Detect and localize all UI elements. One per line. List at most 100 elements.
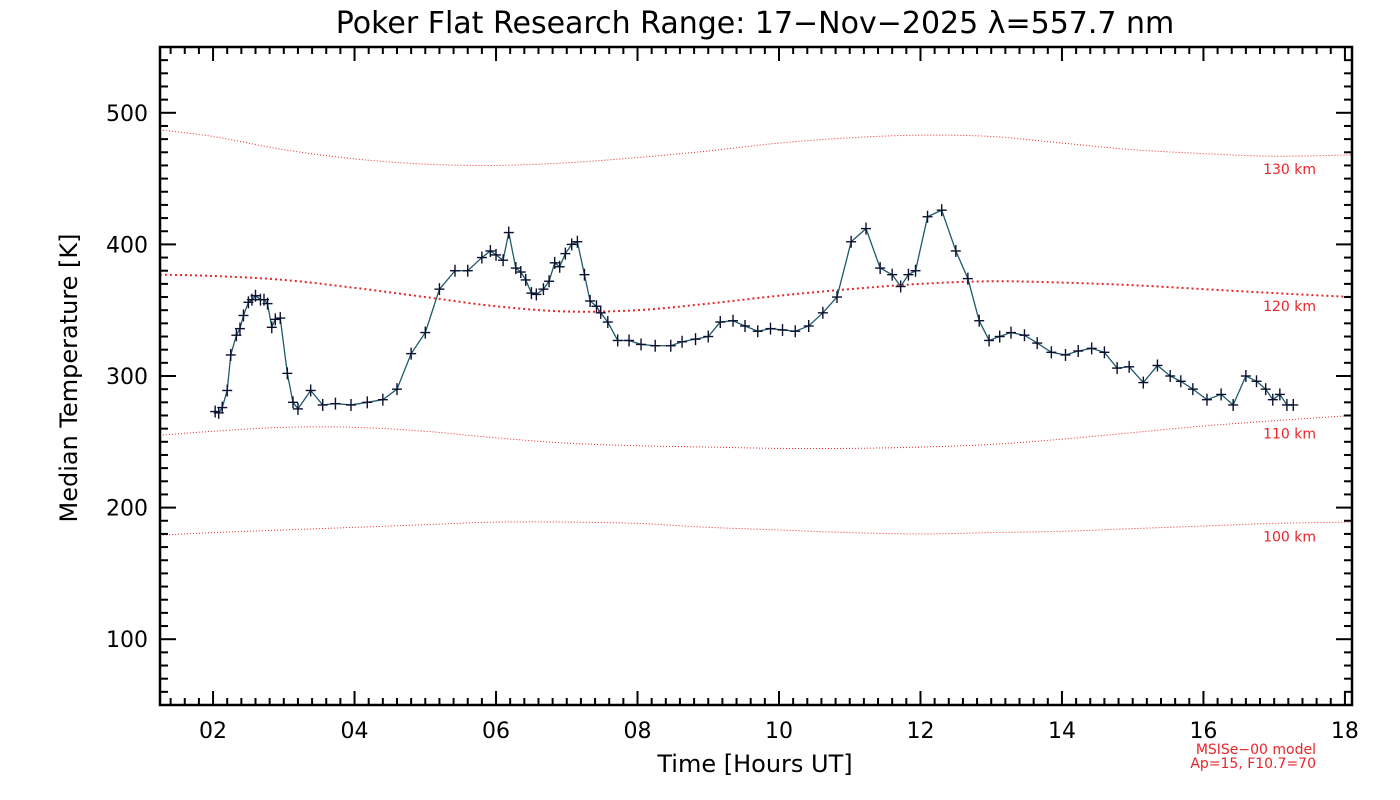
model-curve-label: 110 km bbox=[1263, 427, 1316, 443]
data-point bbox=[282, 367, 293, 380]
x-tick-label: 18 bbox=[1331, 719, 1359, 744]
model-curve-120km bbox=[159, 273, 1353, 313]
data-point bbox=[690, 333, 701, 346]
data-point bbox=[406, 347, 417, 360]
x-tick-label: 04 bbox=[341, 719, 369, 744]
data-point bbox=[636, 338, 647, 351]
data-point bbox=[270, 313, 281, 326]
data-point bbox=[231, 329, 242, 342]
data-point bbox=[962, 272, 973, 285]
model-params-note: Ap=15, F10.7=70 bbox=[1190, 756, 1316, 772]
data-point bbox=[910, 264, 921, 277]
data-point bbox=[1240, 370, 1251, 382]
data-point bbox=[238, 309, 249, 322]
data-point bbox=[225, 348, 236, 361]
data-point bbox=[515, 266, 526, 279]
data-point bbox=[1086, 342, 1097, 355]
data-point bbox=[491, 248, 502, 261]
data-series bbox=[210, 204, 1299, 419]
data-point bbox=[579, 268, 590, 281]
x-tick-label: 08 bbox=[624, 719, 652, 744]
data-point bbox=[1124, 360, 1135, 373]
y-tick-label: 500 bbox=[106, 102, 148, 127]
data-point bbox=[1112, 362, 1123, 375]
model-curves: 130 km 120 km 110 km 100 km bbox=[159, 129, 1353, 545]
model-curve-label: 130 km bbox=[1263, 162, 1316, 178]
axes: 02 04 06 08 10 12 14 16 18 100 200 300 400 500 bbox=[106, 45, 1359, 744]
data-point bbox=[1046, 346, 1057, 359]
data-point bbox=[790, 325, 801, 338]
model-curve-130km bbox=[159, 129, 1353, 166]
data-point bbox=[275, 312, 286, 325]
model-curve-100km bbox=[159, 521, 1353, 536]
y-axis-label: Median Temperature [K] bbox=[55, 233, 83, 522]
data-point bbox=[903, 268, 914, 281]
data-point bbox=[665, 339, 676, 352]
data-point bbox=[936, 204, 947, 217]
data-point bbox=[1267, 393, 1278, 406]
data-point bbox=[861, 222, 872, 235]
data-point bbox=[895, 280, 906, 293]
model-curve-110km bbox=[159, 414, 1353, 450]
series-line bbox=[214, 209, 1294, 414]
data-point bbox=[922, 210, 933, 223]
data-point bbox=[650, 339, 661, 352]
data-point bbox=[217, 401, 228, 414]
data-point bbox=[1175, 375, 1186, 388]
data-point bbox=[777, 323, 788, 336]
data-point bbox=[1288, 398, 1299, 411]
data-point bbox=[531, 288, 542, 301]
data-point bbox=[831, 291, 842, 304]
data-point bbox=[317, 398, 328, 411]
data-point bbox=[703, 330, 714, 343]
data-point bbox=[420, 326, 431, 339]
x-tick-label: 10 bbox=[765, 719, 793, 744]
x-axis-label: Time [Hours UT] bbox=[656, 750, 852, 778]
data-point bbox=[434, 283, 445, 296]
data-point bbox=[1138, 376, 1149, 389]
data-point bbox=[266, 321, 277, 334]
y-tick-label: 400 bbox=[106, 233, 148, 258]
data-point bbox=[520, 273, 531, 286]
model-curve-label: 100 km bbox=[1263, 529, 1316, 545]
data-point bbox=[292, 402, 303, 415]
data-point bbox=[817, 306, 828, 319]
data-point bbox=[1073, 344, 1084, 357]
data-point bbox=[752, 325, 763, 338]
data-point bbox=[715, 316, 726, 329]
data-point bbox=[765, 322, 776, 335]
data-point bbox=[591, 300, 602, 313]
x-tick-label: 06 bbox=[482, 719, 510, 744]
data-point bbox=[503, 226, 514, 239]
data-point bbox=[602, 316, 613, 329]
data-point bbox=[498, 254, 509, 267]
y-tick-label: 300 bbox=[106, 365, 148, 390]
data-point bbox=[1228, 398, 1239, 411]
data-point bbox=[1099, 346, 1110, 359]
data-point bbox=[330, 397, 341, 410]
data-point bbox=[485, 244, 496, 257]
model-note: MSISe−00 model bbox=[1196, 742, 1316, 758]
data-point bbox=[740, 319, 751, 332]
data-point bbox=[346, 398, 357, 411]
data-point bbox=[449, 264, 460, 277]
data-point bbox=[1274, 388, 1285, 401]
data-point bbox=[462, 264, 473, 277]
data-point bbox=[1032, 337, 1043, 350]
data-point bbox=[544, 275, 555, 288]
y-tick-label: 100 bbox=[106, 628, 148, 653]
data-point bbox=[362, 396, 373, 409]
data-point bbox=[624, 334, 635, 347]
data-point bbox=[1165, 370, 1176, 382]
data-point bbox=[1260, 383, 1271, 396]
data-point bbox=[1006, 326, 1017, 339]
data-point bbox=[1201, 393, 1212, 406]
data-point bbox=[1187, 383, 1198, 396]
data-point bbox=[595, 306, 606, 319]
data-point bbox=[585, 294, 596, 307]
data-point bbox=[572, 235, 583, 248]
data-point bbox=[974, 314, 985, 327]
y-tick-label: 200 bbox=[106, 497, 148, 522]
data-point bbox=[234, 322, 245, 335]
